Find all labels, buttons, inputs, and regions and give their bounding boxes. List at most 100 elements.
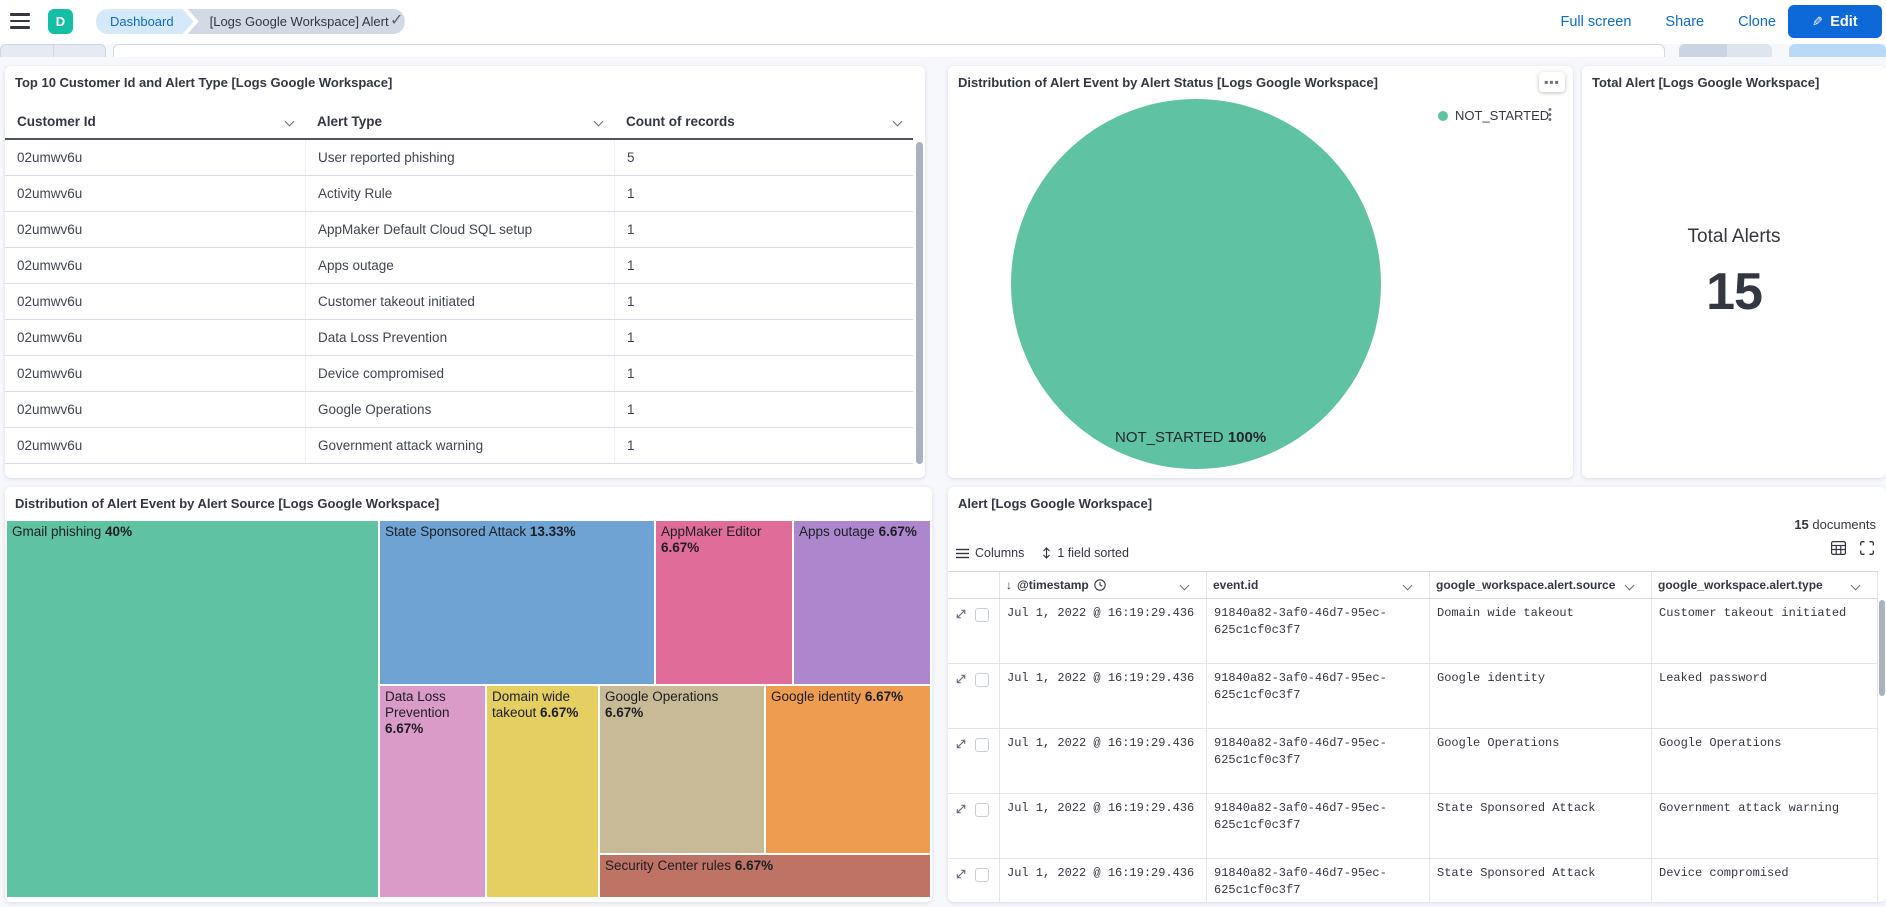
cell-alert-type: Data Loss Prevention (318, 330, 447, 345)
columns-button[interactable]: Columns (956, 546, 1024, 560)
chevron-down-icon[interactable] (1625, 580, 1635, 590)
cell-alert-type: Google Operations (1652, 729, 1878, 793)
cell-count: 1 (627, 402, 635, 417)
panel-title: Top 10 Customer Id and Alert Type [Logs … (5, 66, 925, 91)
cell-count: 1 (627, 366, 635, 381)
chevron-down-icon[interactable] (594, 116, 604, 126)
menu-icon[interactable] (10, 13, 30, 29)
full-screen-button[interactable]: Full screen (1560, 14, 1631, 30)
grid-scrollbar[interactable] (1879, 600, 1885, 696)
treemap-tile-label: AppMaker Editor 6.67% (656, 521, 792, 559)
filter-segment-control[interactable] (0, 44, 106, 57)
document-row[interactable]: Jul 1, 2022 @ 16:19:29.43691840a82-3af0-… (948, 664, 1878, 729)
column-header-timestamp[interactable]: ↓ @timestamp (1000, 572, 1207, 598)
table-row[interactable]: 02umwv6uGovernment attack warning1 (5, 428, 913, 464)
column-header-count[interactable]: Count of records (626, 114, 735, 129)
table-row[interactable]: 02umwv6uCustomer takeout initiated1 (5, 284, 913, 320)
panel-top-customer-alert-type: Top 10 Customer Id and Alert Type [Logs … (5, 66, 925, 478)
query-submit-button[interactable] (1789, 44, 1886, 57)
row-checkbox[interactable] (975, 803, 989, 817)
chevron-down-icon[interactable] (893, 116, 903, 126)
breadcrumb-dashboard[interactable]: Dashboard (96, 9, 194, 34)
metric-value: 15 (1582, 262, 1886, 322)
row-checkbox[interactable] (975, 673, 989, 687)
document-row[interactable]: Jul 1, 2022 @ 16:19:29.43691840a82-3af0-… (948, 729, 1878, 794)
expand-document-icon[interactable] (955, 608, 967, 620)
cell-alert-type: Government attack warning (318, 438, 483, 453)
cell-customer-id: 02umwv6u (17, 294, 82, 309)
column-header-alert-source[interactable]: google_workspace.alert.source (1430, 572, 1652, 598)
cell-customer-id: 02umwv6u (17, 402, 82, 417)
cell-event-id: 91840a82-3af0-46d7-95ec-625c1cf0c3f7 (1207, 794, 1430, 858)
panel-options-icon[interactable]: ▪▪▪ (1539, 72, 1565, 92)
field-sorted-button[interactable]: 1 field sorted (1042, 546, 1129, 560)
table-row[interactable]: 02umwv6uAppMaker Default Cloud SQL setup… (5, 212, 913, 248)
pie-slice-label: NOT_STARTED 100% (1115, 429, 1266, 446)
chevron-down-icon[interactable] (285, 116, 295, 126)
treemap-tile[interactable]: Apps outage 6.67% (794, 521, 930, 684)
clone-button[interactable]: Clone (1738, 14, 1776, 30)
cell-alert-source: State Sponsored Attack (1430, 859, 1652, 902)
legend-kebab-icon[interactable]: ••• (1548, 108, 1556, 124)
grid-header-row: ↓ @timestamp event.id google_workspace.a… (948, 571, 1878, 599)
treemap-tile[interactable]: Domain wide takeout 6.67% (487, 686, 598, 897)
fullscreen-icon[interactable] (1860, 541, 1874, 555)
share-button[interactable]: Share (1665, 14, 1704, 30)
table-row[interactable]: 02umwv6uActivity Rule1 (5, 176, 913, 212)
panel-title: Alert [Logs Google Workspace] (948, 487, 1886, 512)
cell-timestamp: Jul 1, 2022 @ 16:19:29.436 (1000, 729, 1207, 793)
date-picker[interactable] (1679, 44, 1772, 57)
chevron-down-icon[interactable] (1403, 580, 1413, 590)
treemap-tile[interactable]: AppMaker Editor 6.67% (656, 521, 792, 684)
cell-count: 1 (627, 222, 635, 237)
treemap-tile[interactable]: Security Center rules 6.67% (600, 855, 930, 897)
space-avatar[interactable]: D (48, 9, 73, 34)
column-header-alert-type[interactable]: google_workspace.alert.type (1652, 572, 1878, 598)
treemap-tile[interactable]: Data Loss Prevention 6.67% (380, 686, 485, 897)
cell-alert-source: Domain wide takeout (1430, 599, 1652, 663)
legend-swatch[interactable] (1438, 111, 1448, 121)
legend-label[interactable]: NOT_STARTED (1455, 108, 1537, 124)
query-search-input[interactable] (113, 44, 1665, 57)
table-row[interactable]: 02umwv6uUser reported phishing5 (5, 140, 913, 176)
column-header-alert-type[interactable]: Alert Type (317, 114, 382, 129)
table-row[interactable]: 02umwv6uDevice compromised1 (5, 356, 913, 392)
expand-document-icon[interactable] (955, 738, 967, 750)
cell-alert-type: Google Operations (318, 402, 431, 417)
display-options-icon[interactable] (1831, 541, 1846, 555)
treemap-tile[interactable]: State Sponsored Attack 13.33% (380, 521, 654, 684)
table-header-row: Customer Id Alert Type Count of records (5, 104, 913, 140)
table-row[interactable]: 02umwv6uData Loss Prevention1 (5, 320, 913, 356)
panel-title: Distribution of Alert Event by Alert Sou… (5, 487, 932, 512)
table-scrollbar[interactable] (916, 142, 923, 464)
expand-document-icon[interactable] (955, 868, 967, 880)
cell-count: 5 (627, 150, 635, 165)
cell-event-id: 91840a82-3af0-46d7-95ec-625c1cf0c3f7 (1207, 599, 1430, 663)
row-checkbox[interactable] (975, 868, 989, 882)
pie-slice-not-started[interactable] (1011, 99, 1381, 469)
table-row[interactable]: 02umwv6u Google Operations 1 (5, 392, 913, 428)
chevron-down-icon[interactable] (1180, 580, 1190, 590)
row-checkbox[interactable] (975, 608, 989, 622)
document-row[interactable]: Jul 1, 2022 @ 16:19:29.43691840a82-3af0-… (948, 859, 1878, 902)
chevron-down-icon[interactable] (1851, 580, 1861, 590)
table-row[interactable]: 02umwv6uApps outage1 (5, 248, 913, 284)
cell-count: 1 (627, 186, 635, 201)
document-row[interactable]: Jul 1, 2022 @ 16:19:29.43691840a82-3af0-… (948, 599, 1878, 664)
treemap-tile[interactable]: Gmail phishing 40% (7, 521, 378, 897)
column-header-event-id[interactable]: event.id (1207, 572, 1430, 598)
cell-customer-id: 02umwv6u (17, 366, 82, 381)
expand-document-icon[interactable] (955, 673, 967, 685)
sort-icon (1042, 547, 1051, 559)
cell-alert-source: State Sponsored Attack (1430, 794, 1652, 858)
treemap-tile[interactable]: Google identity 6.67% (766, 686, 930, 853)
row-checkbox[interactable] (975, 738, 989, 752)
column-header-customer-id[interactable]: Customer Id (17, 114, 96, 129)
cell-timestamp: Jul 1, 2022 @ 16:19:29.436 (1000, 599, 1207, 663)
treemap-tile-label: State Sponsored Attack 13.33% (380, 521, 654, 543)
treemap-tile[interactable]: Google Operations 6.67% (600, 686, 764, 853)
breadcrumb-current-dashboard[interactable]: [Logs Google Workspace] Alert (188, 9, 405, 34)
document-row[interactable]: Jul 1, 2022 @ 16:19:29.43691840a82-3af0-… (948, 794, 1878, 859)
edit-button[interactable]: ✎ Edit (1788, 5, 1882, 38)
expand-document-icon[interactable] (955, 803, 967, 815)
